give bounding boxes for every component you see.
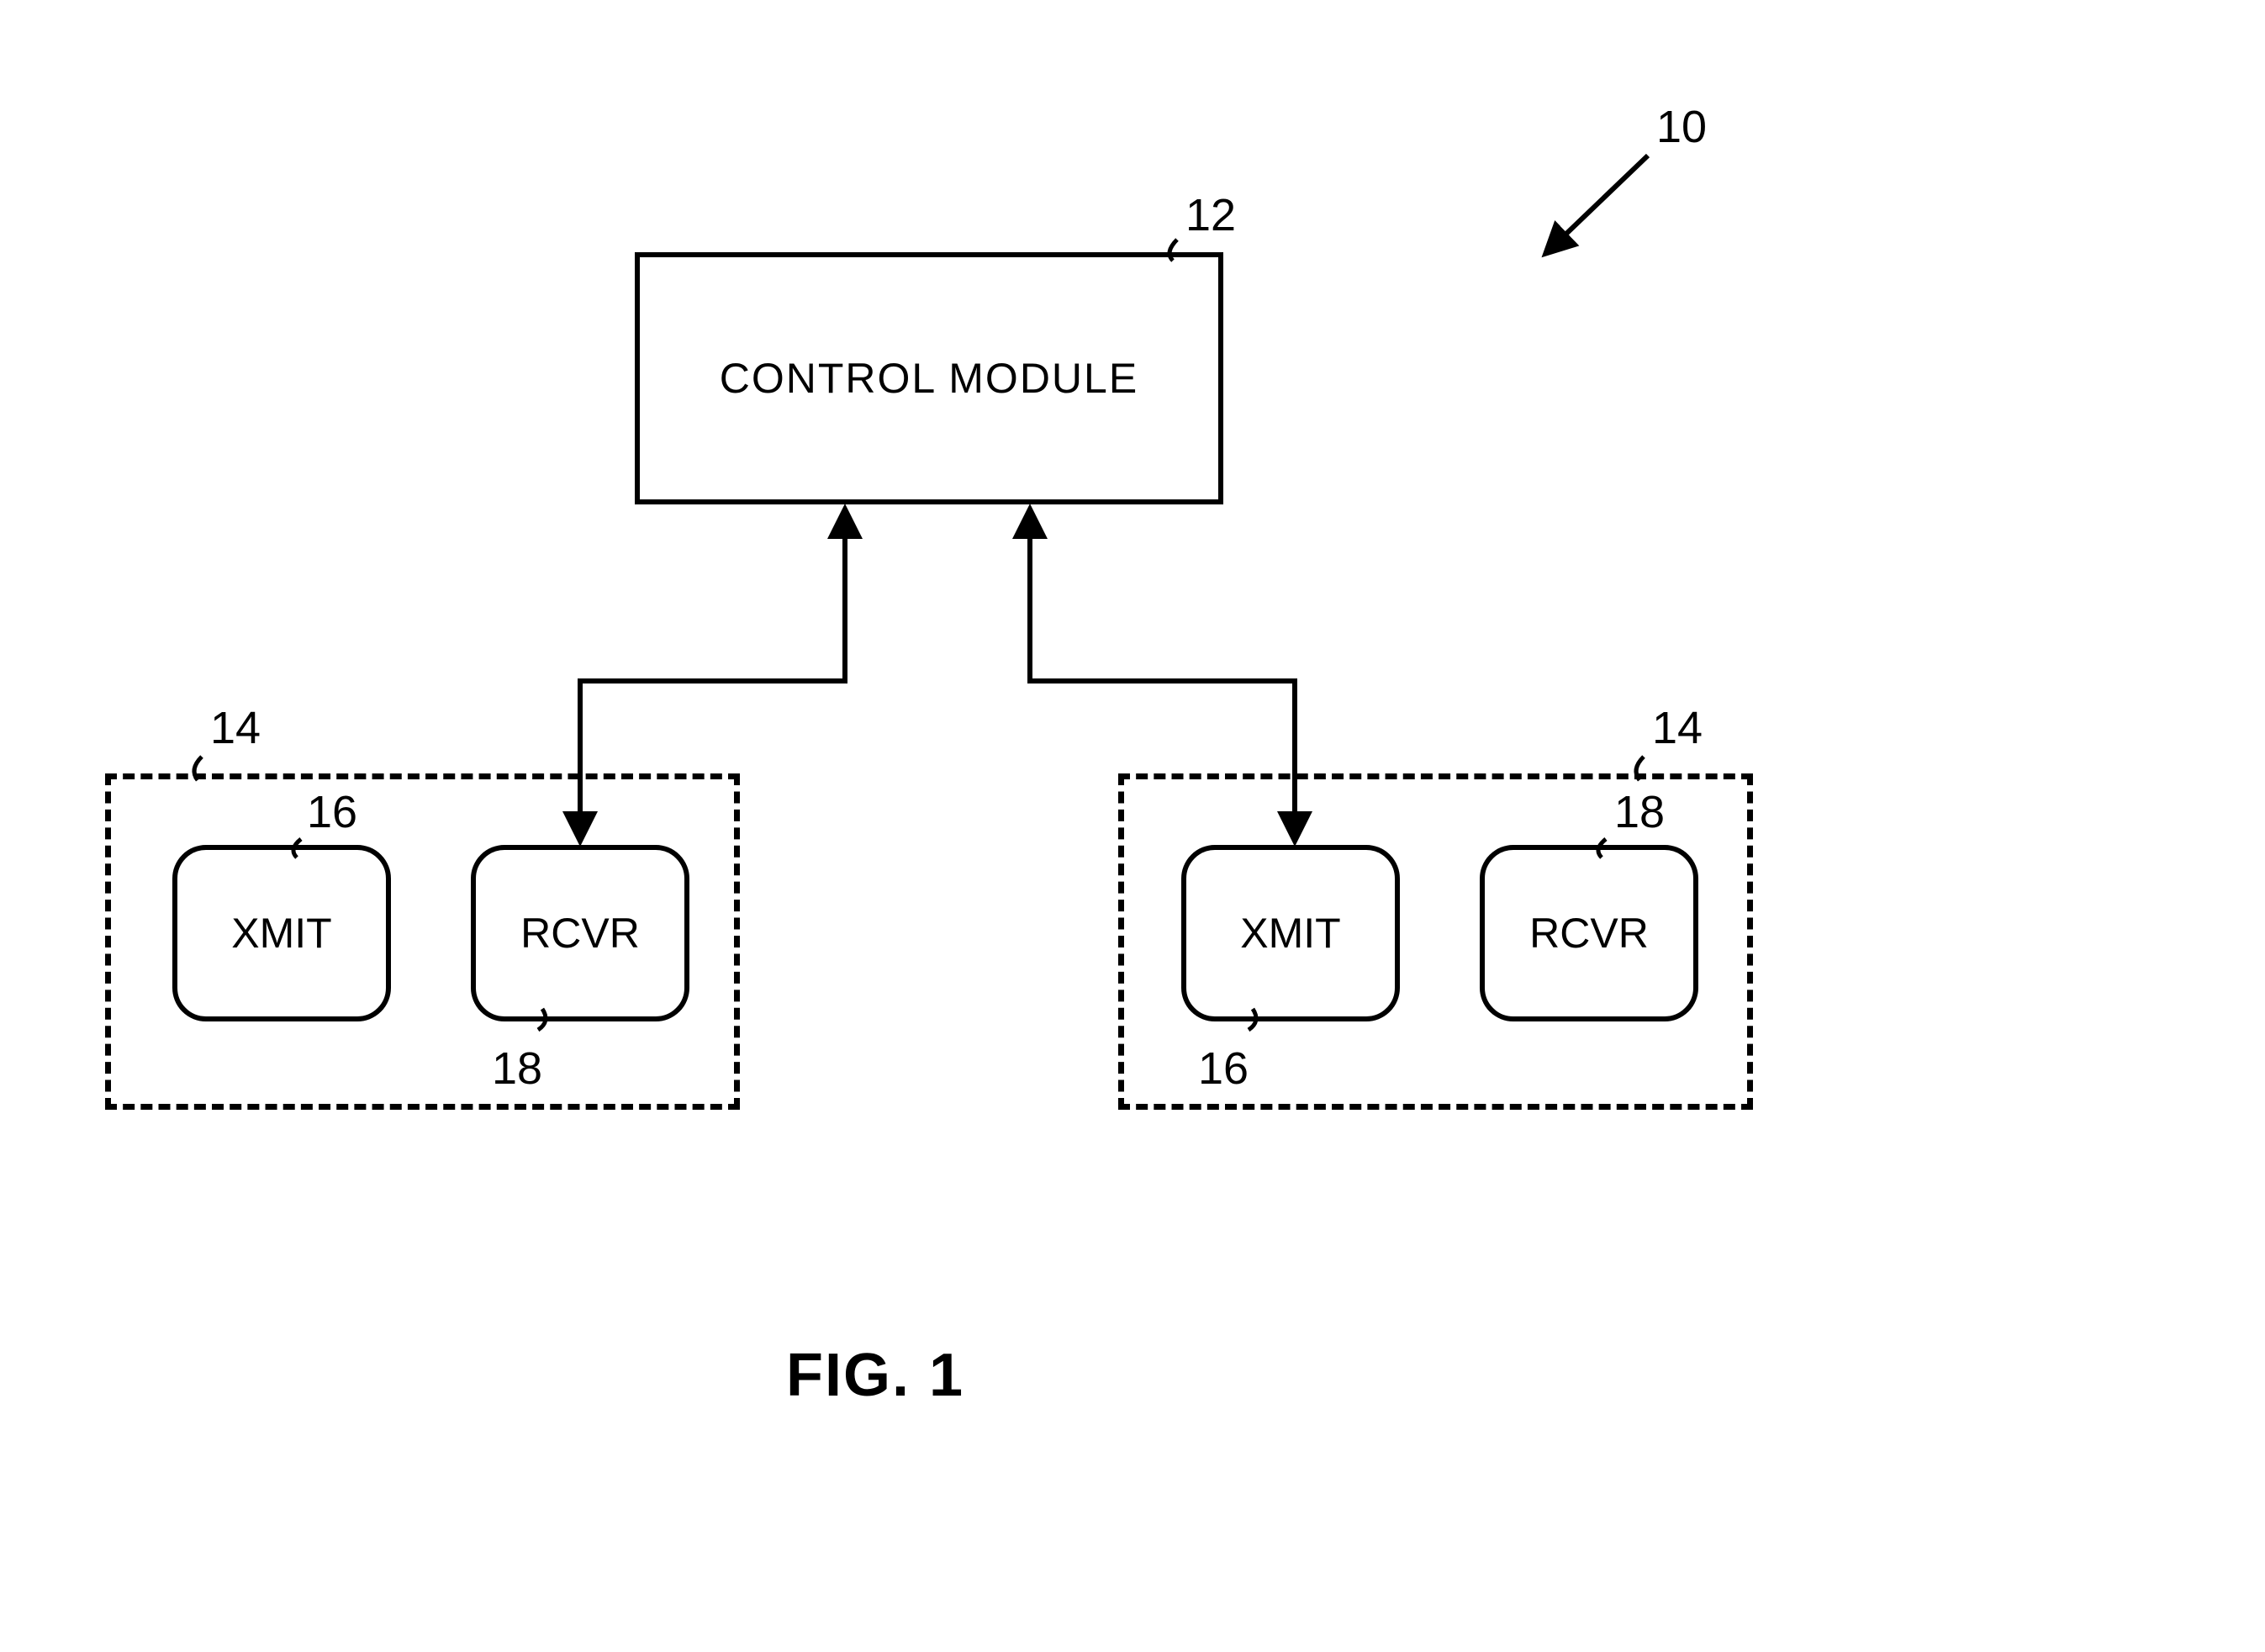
xmit-label-left: XMIT	[231, 909, 331, 958]
rcvr-box-right: RCVR	[1480, 845, 1698, 1021]
ref-16-right: 16	[1198, 1042, 1249, 1095]
rcvr-label-left: RCVR	[520, 909, 640, 958]
figure-label: FIG. 1	[786, 1341, 964, 1410]
connector-left	[580, 538, 845, 811]
ref-18-right: 18	[1614, 786, 1665, 838]
ref-10: 10	[1656, 101, 1707, 153]
control-module-box: CONTROL MODULE	[635, 252, 1223, 504]
control-module-label: CONTROL MODULE	[720, 354, 1138, 403]
ref-18-left: 18	[492, 1042, 542, 1095]
rcvr-box-left: RCVR	[471, 845, 689, 1021]
xmit-box-left: XMIT	[172, 845, 391, 1021]
ref-16-left: 16	[307, 786, 357, 838]
xmit-label-right: XMIT	[1240, 909, 1340, 958]
ref-10-arrow	[1547, 156, 1648, 252]
ref-12: 12	[1185, 189, 1236, 241]
ref-14-right: 14	[1652, 702, 1703, 754]
rcvr-label-right: RCVR	[1529, 909, 1649, 958]
connector-right	[1030, 538, 1295, 811]
ref-14-left: 14	[210, 702, 261, 754]
xmit-box-right: XMIT	[1181, 845, 1400, 1021]
